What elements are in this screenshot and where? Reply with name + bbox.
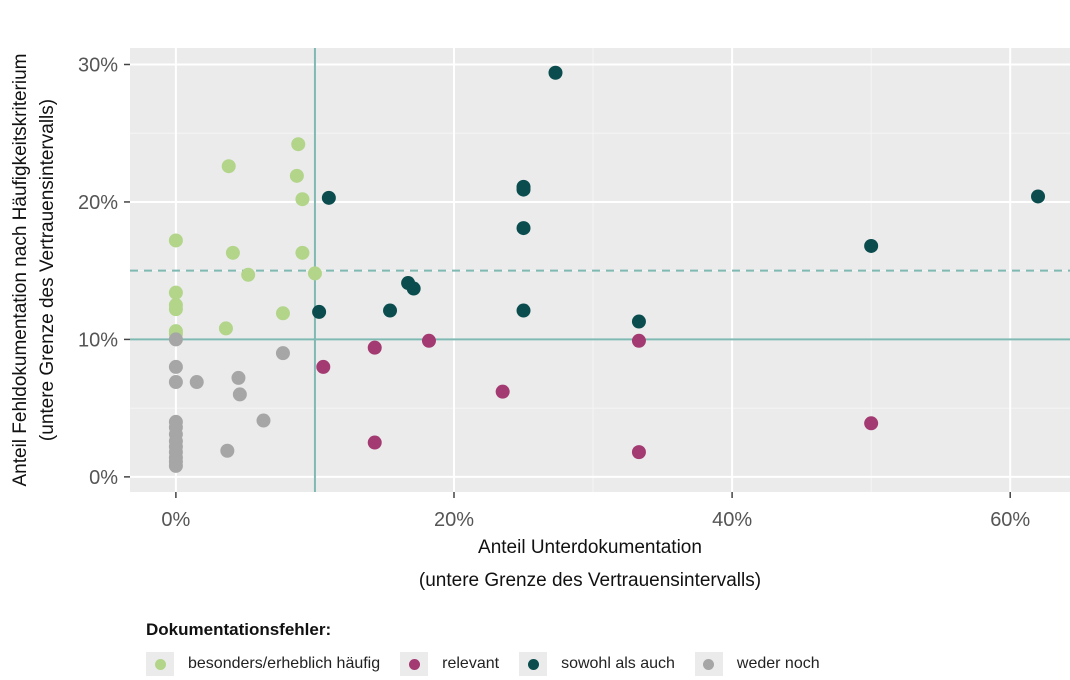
legend-key: [400, 652, 429, 676]
data-point-series-0: [168, 285, 183, 300]
legend-key: [694, 652, 723, 676]
data-point-series-3: [256, 413, 271, 428]
legend-item-weder: weder noch: [694, 652, 820, 676]
legend-dot-icon: [703, 658, 715, 670]
data-point-series-2: [383, 303, 398, 318]
data-point-series-0: [168, 302, 183, 317]
x-axis-ticks: 0% 20% 40% 60%: [161, 492, 1030, 531]
data-point-series-0: [291, 137, 306, 152]
y-tick-label: 0%: [89, 467, 118, 489]
y-axis-title-line2: (untere Grenze des Vertrauensintervalls): [37, 99, 58, 441]
data-point-series-3: [275, 346, 290, 361]
data-point-series-1: [367, 435, 382, 450]
data-point-series-1: [864, 416, 879, 431]
scatter-chart: 0% 20% 40% 60% 0% 10% 20% 30% Anteil Unterdoku…: [10, 48, 1070, 591]
legend-key: [519, 652, 548, 676]
legend-dot-icon: [408, 658, 420, 670]
data-point-series-3: [189, 375, 204, 390]
data-point-series-2: [516, 303, 531, 318]
legend-label: sowohl als auch: [561, 655, 675, 672]
data-point-series-1: [421, 333, 436, 348]
data-point-series-2: [321, 190, 336, 205]
data-point-series-2: [516, 182, 531, 197]
data-point-series-0: [295, 245, 310, 260]
data-point-series-0: [221, 159, 236, 174]
legend-dot-icon: [527, 658, 539, 670]
x-tick-label: 40%: [712, 509, 752, 531]
y-tick-label: 10%: [78, 329, 118, 351]
legend-key: [146, 652, 174, 676]
legend-item-relevant: relevant: [400, 652, 499, 676]
y-axis-title-line1: Anteil Fehldokumentation nach Häufigkeit…: [10, 54, 31, 487]
x-tick-label: 20%: [434, 509, 474, 531]
y-tick-label: 20%: [78, 192, 118, 214]
data-point-series-1: [367, 340, 382, 355]
data-point-series-2: [406, 281, 421, 296]
data-point-series-0: [275, 306, 290, 321]
data-point-series-3: [168, 332, 183, 347]
legend-label: besonders/erheblich häufig: [188, 655, 381, 672]
data-point-series-3: [231, 370, 246, 385]
data-point-series-2: [631, 314, 646, 329]
legend: Dokumentationsfehler: besonders/erheblic…: [146, 620, 1046, 676]
legend-label: relevant: [442, 655, 500, 672]
legend-item-besonders: besonders/erheblich häufig: [146, 652, 380, 676]
data-point-series-0: [218, 321, 233, 336]
data-point-series-3: [232, 387, 247, 402]
data-point-series-0: [225, 245, 240, 260]
data-point-series-3: [220, 443, 235, 458]
data-point-series-2: [516, 221, 531, 236]
data-point-series-3: [168, 458, 183, 473]
data-point-series-3: [168, 359, 183, 374]
data-points: [168, 65, 1046, 473]
data-point-series-0: [289, 168, 304, 183]
x-tick-label: 0%: [161, 509, 190, 531]
y-axis-ticks: 0% 10% 20% 30%: [78, 54, 130, 489]
y-tick-label: 30%: [78, 54, 118, 76]
data-point-series-2: [548, 65, 563, 80]
legend-label: weder noch: [736, 655, 820, 672]
x-axis-title-line2: (untere Grenze des Vertrauensintervalls): [419, 570, 761, 591]
data-point-series-1: [495, 384, 510, 399]
data-point-series-1: [631, 333, 646, 348]
data-point-series-0: [295, 192, 310, 207]
legend-items: besonders/erheblich häufig relevant sowo…: [146, 652, 1046, 676]
legend-title: Dokumentationsfehler:: [146, 620, 332, 639]
data-point-series-2: [1031, 189, 1046, 204]
legend-dot-icon: [154, 658, 166, 670]
x-axis-title-line1: Anteil Unterdokumentation: [478, 537, 702, 558]
data-point-series-3: [168, 375, 183, 390]
legend-item-sowohl: sowohl als auch: [519, 652, 675, 676]
data-point-series-0: [241, 267, 256, 282]
data-point-series-1: [316, 359, 331, 374]
data-point-series-1: [631, 445, 646, 460]
data-point-series-2: [864, 238, 879, 253]
data-point-series-0: [307, 266, 322, 281]
x-tick-label: 60%: [990, 509, 1030, 531]
data-point-series-2: [312, 304, 327, 319]
data-point-series-0: [168, 233, 183, 248]
